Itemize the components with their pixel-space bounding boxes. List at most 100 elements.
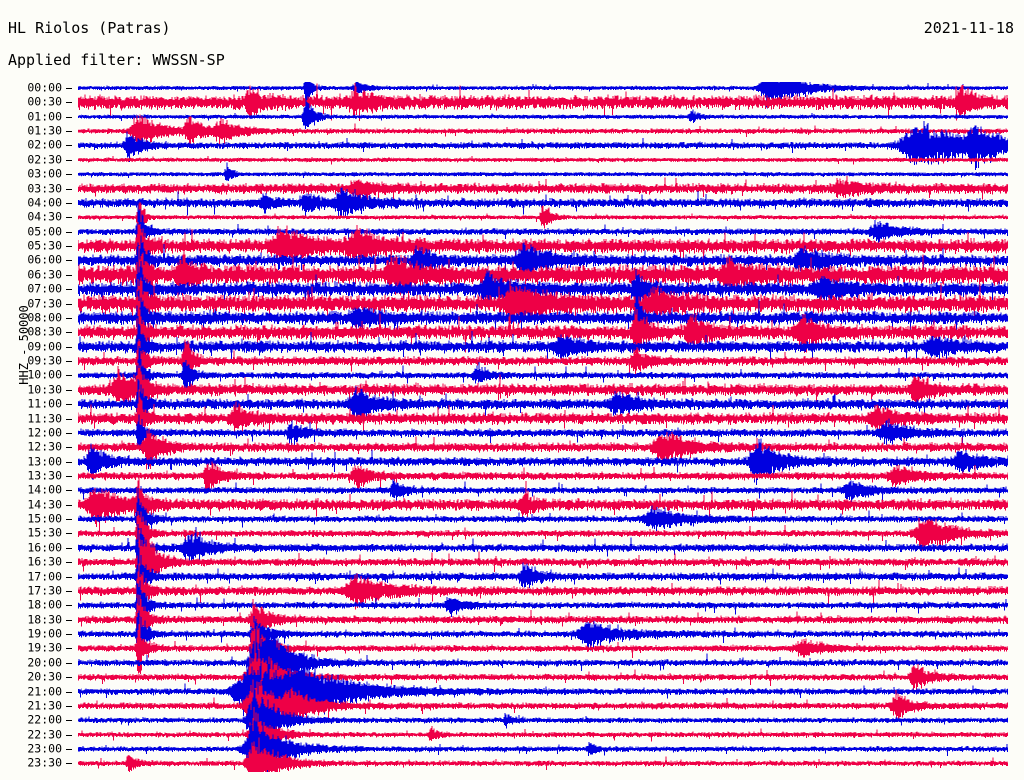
trace-01-30 — [78, 114, 1008, 149]
page-title: HL Riolos (Patras) — [8, 19, 171, 37]
time-tick — [66, 231, 72, 233]
applied-filter-label: Applied filter: WWSSN-SP — [8, 51, 225, 69]
time-tick — [66, 389, 72, 391]
trace-20-30 — [78, 647, 1008, 708]
time-tick — [66, 749, 72, 751]
time-tick — [66, 332, 72, 334]
trace-12-00 — [78, 414, 1008, 451]
trace-05-00 — [78, 199, 1008, 261]
time-label-17-00: 17:00 — [27, 569, 62, 584]
time-label-18-30: 18:30 — [27, 612, 62, 627]
time-label-16-30: 16:30 — [27, 554, 62, 569]
time-label-02-00: 02:00 — [27, 137, 62, 152]
time-label-08-30: 08:30 — [27, 324, 62, 339]
time-label-10-30: 10:30 — [27, 382, 62, 397]
time-label-11-00: 11:00 — [27, 396, 62, 411]
time-label-03-30: 03:30 — [27, 181, 62, 196]
trace-22-30 — [78, 706, 1008, 754]
trace-19-00 — [78, 610, 1008, 665]
trace-08-30 — [78, 296, 1008, 364]
time-tick — [66, 634, 72, 636]
trace-13-30 — [78, 461, 1008, 492]
trace-13-00 — [78, 438, 1008, 486]
time-tick — [66, 361, 72, 363]
time-tick — [66, 519, 72, 521]
time-label-07-30: 07:30 — [27, 296, 62, 311]
trace-16-00 — [78, 524, 1008, 581]
time-label-17-30: 17:30 — [27, 583, 62, 598]
time-tick — [66, 159, 72, 161]
trace-canvas — [78, 82, 1008, 772]
trace-20-00 — [78, 626, 1008, 702]
time-label-02-30: 02:30 — [27, 152, 62, 167]
time-tick — [66, 131, 72, 133]
time-tick — [66, 461, 72, 463]
time-label-20-00: 20:00 — [27, 655, 62, 670]
trace-08-00 — [78, 288, 1008, 350]
time-tick — [66, 547, 72, 549]
trace-16-30 — [78, 530, 1008, 591]
time-label-20-30: 20:30 — [27, 669, 62, 684]
trace-15-00 — [78, 488, 1008, 552]
time-label-01-30: 01:30 — [27, 123, 62, 138]
time-label-10-00: 10:00 — [27, 367, 62, 382]
time-label-21-30: 21:30 — [27, 698, 62, 713]
time-tick — [66, 619, 72, 621]
helicorder-plot — [78, 82, 1008, 772]
trace-17-00 — [78, 542, 1008, 603]
time-tick — [66, 504, 72, 506]
trace-09-00 — [78, 315, 1008, 374]
time-tick — [66, 418, 72, 420]
trace-18-30 — [78, 594, 1008, 648]
trace-06-30 — [78, 245, 1008, 308]
time-label-05-00: 05:00 — [27, 224, 62, 239]
record-date: 2021-11-18 — [923, 19, 1014, 37]
time-tick — [66, 734, 72, 736]
trace-06-00 — [78, 235, 1008, 287]
time-tick — [66, 475, 72, 477]
time-tick — [66, 346, 72, 348]
trace-19-30 — [78, 617, 1008, 675]
time-tick — [66, 260, 72, 262]
time-tick — [66, 763, 72, 765]
time-label-21-00: 21:00 — [27, 684, 62, 699]
time-tick — [66, 447, 72, 449]
time-label-12-30: 12:30 — [27, 439, 62, 454]
trace-21-30 — [78, 679, 1008, 730]
trace-02-00 — [78, 120, 1008, 171]
time-label-23-00: 23:00 — [27, 741, 62, 756]
time-tick — [66, 174, 72, 176]
time-tick — [66, 116, 72, 118]
time-label-06-00: 06:00 — [27, 252, 62, 267]
time-label-16-00: 16:00 — [27, 540, 62, 555]
trace-02-30 — [78, 155, 1008, 165]
time-label-11-30: 11:30 — [27, 411, 62, 425]
trace-17-30 — [78, 563, 1008, 631]
time-tick — [66, 432, 72, 434]
time-label-13-00: 13:00 — [27, 454, 62, 469]
time-label-12-00: 12:00 — [27, 425, 62, 440]
trace-12-30 — [78, 427, 1008, 470]
trace-04-30 — [78, 201, 1008, 241]
trace-07-30 — [78, 277, 1008, 334]
time-tick — [66, 648, 72, 650]
time-label-18-00: 18:00 — [27, 597, 62, 612]
time-label-00-30: 00:30 — [27, 94, 62, 109]
time-tick — [66, 188, 72, 190]
time-tick — [66, 317, 72, 319]
time-tick — [66, 576, 72, 578]
time-tick — [66, 705, 72, 707]
time-label-04-00: 04:00 — [27, 195, 62, 210]
time-axis: 00:00 00:30 01:00 01:30 02:00 02:30 03:00 03:30… — [0, 82, 78, 772]
trace-07-00 — [78, 251, 1008, 319]
time-tick — [66, 246, 72, 248]
time-label-22-00: 22:00 — [27, 712, 62, 727]
trace-05-30 — [78, 221, 1008, 280]
trace-00-00 — [78, 82, 1008, 109]
trace-14-30 — [78, 476, 1008, 541]
time-label-07-00: 07:00 — [27, 281, 62, 296]
time-tick — [66, 691, 72, 693]
time-tick — [66, 88, 72, 89]
time-tick — [66, 274, 72, 276]
